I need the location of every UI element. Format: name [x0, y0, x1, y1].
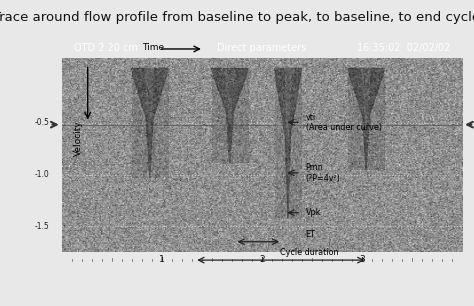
Text: 16:35:02  02/02/02: 16:35:02 02/02/02: [357, 43, 450, 53]
Text: Pmn
(?P=4v²): Pmn (?P=4v²): [306, 163, 341, 183]
Text: 2: 2: [259, 255, 264, 264]
Text: Direct parameters: Direct parameters: [217, 43, 307, 53]
Text: -1.0: -1.0: [35, 170, 50, 179]
Text: Time: Time: [142, 43, 164, 52]
Text: Cycle duration: Cycle duration: [280, 248, 338, 257]
Polygon shape: [348, 69, 384, 170]
Text: -1.5: -1.5: [35, 222, 50, 231]
Text: Velocity: Velocity: [74, 120, 82, 155]
Text: 3: 3: [359, 255, 365, 264]
Text: 1: 1: [159, 255, 164, 264]
Polygon shape: [285, 69, 291, 158]
Text: ET: ET: [306, 230, 316, 239]
Text: OTD 2.20 cm: OTD 2.20 cm: [73, 43, 137, 53]
Polygon shape: [132, 69, 168, 178]
Polygon shape: [275, 69, 301, 218]
Text: -0.5: -0.5: [35, 118, 50, 127]
Text: Trace around flow profile from baseline to peak, to baseline, to end cycle: Trace around flow profile from baseline …: [0, 11, 474, 24]
Polygon shape: [362, 69, 371, 130]
Polygon shape: [225, 69, 234, 125]
Text: Vpk: Vpk: [306, 208, 321, 217]
Polygon shape: [145, 69, 154, 134]
Polygon shape: [212, 69, 248, 163]
Text: vti
(Area under curve): vti (Area under curve): [306, 113, 382, 132]
